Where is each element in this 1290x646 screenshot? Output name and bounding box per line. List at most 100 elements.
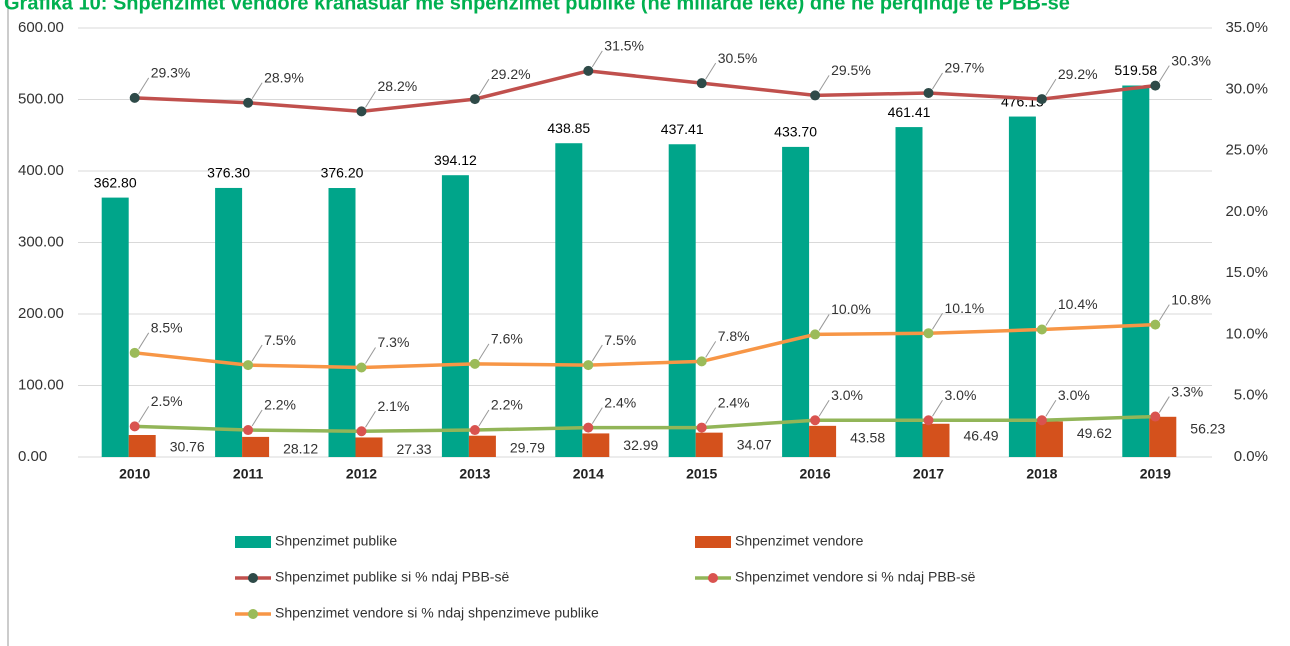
bar-label: 27.33 — [397, 441, 432, 457]
x-tick-label: 2014 — [573, 466, 604, 482]
bar-label: 461.41 — [888, 104, 931, 120]
bar — [441, 175, 469, 457]
marker — [356, 362, 367, 373]
bar — [809, 425, 837, 457]
bar — [468, 435, 496, 457]
leader-line — [591, 407, 603, 424]
leader-line — [1045, 399, 1057, 417]
leader-line — [478, 78, 490, 96]
leader-line — [818, 314, 830, 331]
bar — [555, 143, 583, 458]
line-label: 3.0% — [831, 387, 863, 403]
marker — [923, 415, 934, 426]
line-label: 3.0% — [945, 387, 977, 403]
leader-line — [591, 50, 603, 68]
y-tick-label: 100.00 — [18, 376, 64, 393]
marker — [583, 422, 594, 433]
bar-label: 519.58 — [1114, 62, 1157, 78]
leader-line — [478, 343, 490, 361]
leader-line — [138, 406, 150, 423]
line-label: 29.5% — [831, 62, 871, 78]
legend-marker — [248, 609, 258, 619]
line-label: 2.5% — [151, 393, 183, 409]
legend-label: Shpenzimet vendore si % ndaj shpenzimeve… — [275, 605, 599, 621]
bar-label: 32.99 — [623, 437, 658, 453]
line-label: 8.5% — [151, 320, 183, 336]
marker — [1150, 411, 1161, 422]
bar — [1035, 421, 1063, 457]
line-label: 7.5% — [604, 332, 636, 348]
line-label: 30.3% — [1171, 52, 1211, 68]
leader-line — [932, 312, 943, 330]
marker — [696, 356, 707, 367]
x-tick-label: 2015 — [686, 466, 717, 482]
legend-label: Shpenzimet publike — [275, 533, 397, 549]
marker — [923, 328, 934, 339]
line-label: 2.2% — [264, 397, 296, 413]
leader-line — [138, 77, 150, 95]
y-tick-label: 600.00 — [18, 19, 64, 36]
line-label: 28.9% — [264, 69, 304, 85]
bar — [782, 146, 810, 458]
marker — [1036, 324, 1047, 335]
y2-tick-label: 25.0% — [1225, 142, 1268, 159]
marker — [810, 329, 821, 340]
line-label: 7.3% — [378, 334, 410, 350]
leader-line — [591, 344, 603, 362]
x-tick-label: 2010 — [119, 466, 150, 482]
bar — [328, 188, 356, 457]
legend-swatch — [695, 536, 731, 548]
bar — [1149, 416, 1177, 457]
line-label: 29.2% — [491, 66, 531, 82]
line-label: 29.3% — [151, 65, 191, 81]
marker — [356, 106, 367, 117]
line-label: 7.5% — [264, 332, 296, 348]
marker — [1150, 80, 1161, 91]
line-label: 2.2% — [491, 397, 523, 413]
bar — [215, 187, 243, 457]
marker — [243, 360, 254, 371]
marker — [1036, 415, 1047, 426]
x-tick-label: 2017 — [913, 466, 944, 482]
bar-label: 376.30 — [207, 165, 250, 181]
bar-label: 28.12 — [283, 441, 318, 457]
line-label: 2.1% — [378, 398, 410, 414]
legend-label: Shpenzimet vendore si % ndaj PBB-së — [735, 569, 976, 585]
line — [134, 414, 1156, 434]
leader-line — [365, 410, 376, 428]
line — [134, 69, 1156, 114]
bar-label: 438.85 — [547, 120, 590, 136]
y2-tick-label: 10.0% — [1225, 325, 1268, 342]
bar — [668, 144, 696, 458]
line-label: 31.5% — [604, 38, 644, 54]
marker — [1036, 94, 1047, 105]
bar-label: 376.20 — [321, 165, 364, 181]
bar — [242, 436, 270, 457]
marker — [243, 97, 254, 108]
marker — [810, 415, 821, 426]
bar — [895, 127, 923, 457]
y2-tick-label: 15.0% — [1225, 264, 1268, 281]
line-label: 29.2% — [1058, 66, 1098, 82]
line-label: 7.6% — [491, 331, 523, 347]
marker — [583, 360, 594, 371]
x-tick-label: 2012 — [346, 466, 377, 482]
bar — [128, 435, 156, 457]
leader-line — [251, 82, 263, 100]
leader-line — [251, 344, 263, 362]
bar — [922, 423, 950, 457]
y-tick-label: 200.00 — [18, 305, 64, 322]
bar-label: 362.80 — [94, 174, 137, 190]
line-label: 10.1% — [945, 300, 985, 316]
bar-label: 30.76 — [170, 439, 205, 455]
leader-line — [1158, 65, 1170, 82]
x-tick-label: 2019 — [1140, 466, 1171, 482]
bar — [1008, 116, 1036, 458]
bar-label: 49.62 — [1077, 425, 1112, 441]
bar — [355, 437, 383, 457]
line-label: 10.0% — [831, 301, 871, 317]
bar — [695, 432, 723, 457]
leader-line — [818, 399, 830, 417]
marker — [356, 426, 367, 437]
